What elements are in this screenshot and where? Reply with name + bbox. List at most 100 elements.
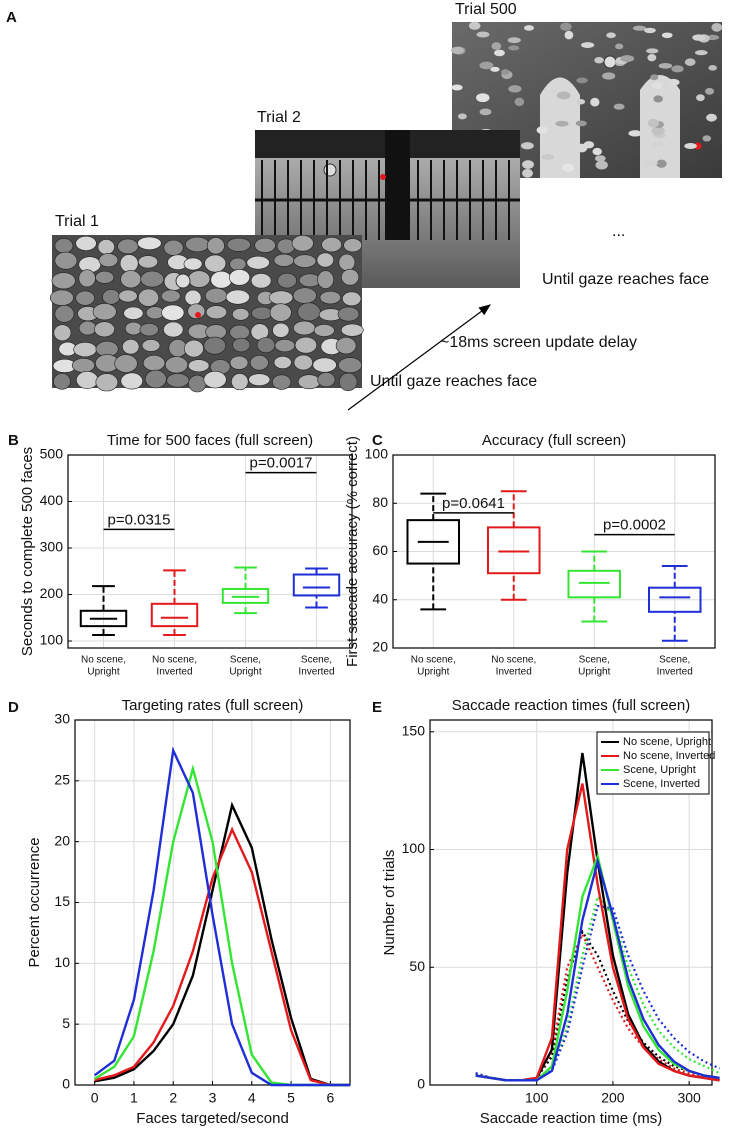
pebble	[141, 339, 161, 352]
pebble	[164, 356, 189, 374]
pebble	[338, 253, 356, 271]
pebble	[273, 356, 292, 370]
x-tick-label: 5	[287, 1090, 295, 1106]
pebble	[184, 339, 204, 358]
pebble	[231, 373, 249, 391]
trial-label: Trial 500	[455, 1, 517, 18]
x-tick-label: 2	[169, 1090, 177, 1106]
leaf	[711, 22, 723, 32]
leaf	[684, 58, 696, 66]
x-tick-label: Inverted	[156, 667, 192, 678]
pebble	[319, 290, 341, 305]
leaf	[501, 69, 510, 75]
leaf	[651, 141, 664, 148]
chart-title: Saccade reaction times (full screen)	[452, 697, 690, 714]
pebble	[269, 303, 292, 322]
line	[93, 764, 350, 1087]
pebble	[293, 254, 317, 268]
legend-label: No scene, Inverted	[623, 750, 715, 762]
line	[475, 856, 720, 1082]
leaf	[555, 120, 569, 127]
plot-frame	[67, 454, 353, 649]
leaf	[576, 77, 588, 84]
leaf	[564, 30, 574, 40]
box	[150, 602, 199, 628]
y-tick-label: 20	[372, 639, 388, 655]
pebble	[94, 321, 115, 338]
line	[94, 826, 350, 1087]
pebble	[205, 287, 228, 304]
gaze-dot	[195, 312, 201, 318]
pebble	[188, 374, 207, 393]
pebble	[75, 235, 97, 251]
pebble	[137, 288, 159, 307]
pebble	[256, 337, 276, 354]
leaf	[692, 34, 706, 41]
y-tick-label: 50	[409, 958, 425, 974]
panel-letter: A	[6, 9, 17, 26]
leaf	[644, 160, 658, 166]
scene-pillar	[385, 130, 410, 240]
x-tick-label: Upright	[87, 667, 119, 678]
leaf	[493, 49, 505, 57]
leaf	[656, 159, 667, 168]
trial-label: Trial 2	[257, 109, 301, 126]
dotted-line	[475, 929, 720, 1082]
pebble	[122, 339, 140, 355]
leaf	[684, 143, 697, 149]
x-tick-label: No scene,	[152, 655, 197, 666]
leaf	[628, 130, 642, 137]
pebble	[254, 237, 276, 253]
pebble	[76, 371, 99, 389]
pebble	[160, 289, 181, 303]
p-value: p=0.0017	[250, 455, 313, 472]
ellipsis: ...	[612, 223, 625, 240]
leaf	[708, 65, 718, 71]
pebble	[341, 268, 360, 286]
x-axis-label: Saccade reaction time (ms)	[480, 1110, 663, 1127]
y-tick-label: 40	[372, 590, 388, 606]
x-tick-label: Inverted	[298, 667, 334, 678]
y-axis-label: Seconds to complete 500 faces	[19, 447, 36, 656]
pebble	[210, 270, 233, 289]
pebble	[246, 255, 270, 270]
pebble	[203, 336, 227, 355]
leaf	[594, 155, 606, 162]
face-target	[603, 55, 617, 69]
leaf	[541, 154, 554, 161]
leaf	[651, 82, 663, 89]
pebble	[137, 236, 162, 250]
x-tick-label: 4	[248, 1090, 256, 1106]
x-tick-label: 3	[209, 1090, 217, 1106]
x-tick-label: Upright	[229, 667, 261, 678]
leaf	[702, 135, 712, 142]
y-tick-label: 80	[372, 494, 388, 510]
y-tick-label: 5	[62, 1015, 70, 1031]
pebble	[188, 359, 210, 373]
leaf	[580, 42, 595, 49]
box	[406, 519, 461, 565]
panel-letter: C	[372, 432, 383, 449]
face-target	[175, 273, 191, 289]
panel-letter: B	[8, 432, 19, 449]
leaf	[658, 62, 673, 69]
leaf	[647, 118, 660, 128]
y-tick-label: 30	[54, 711, 70, 727]
pebble	[268, 290, 294, 305]
leaf	[491, 42, 502, 50]
plot-frame	[74, 719, 351, 1086]
leaf	[520, 142, 534, 150]
trial-label: Trial 1	[55, 213, 99, 230]
p-value: p=0.0641	[442, 495, 505, 512]
chart-title: Targeting rates (full screen)	[122, 697, 304, 714]
pebble	[92, 303, 117, 321]
y-axis-label: Percent occurrence	[26, 837, 43, 967]
y-tick-label: 100	[402, 840, 426, 856]
x-tick-label: Upright	[417, 667, 449, 678]
leaf	[507, 37, 521, 44]
pebble	[142, 355, 166, 372]
leaf	[575, 120, 587, 127]
pebble	[342, 291, 362, 307]
pebble	[102, 289, 121, 305]
pebble	[51, 272, 76, 290]
